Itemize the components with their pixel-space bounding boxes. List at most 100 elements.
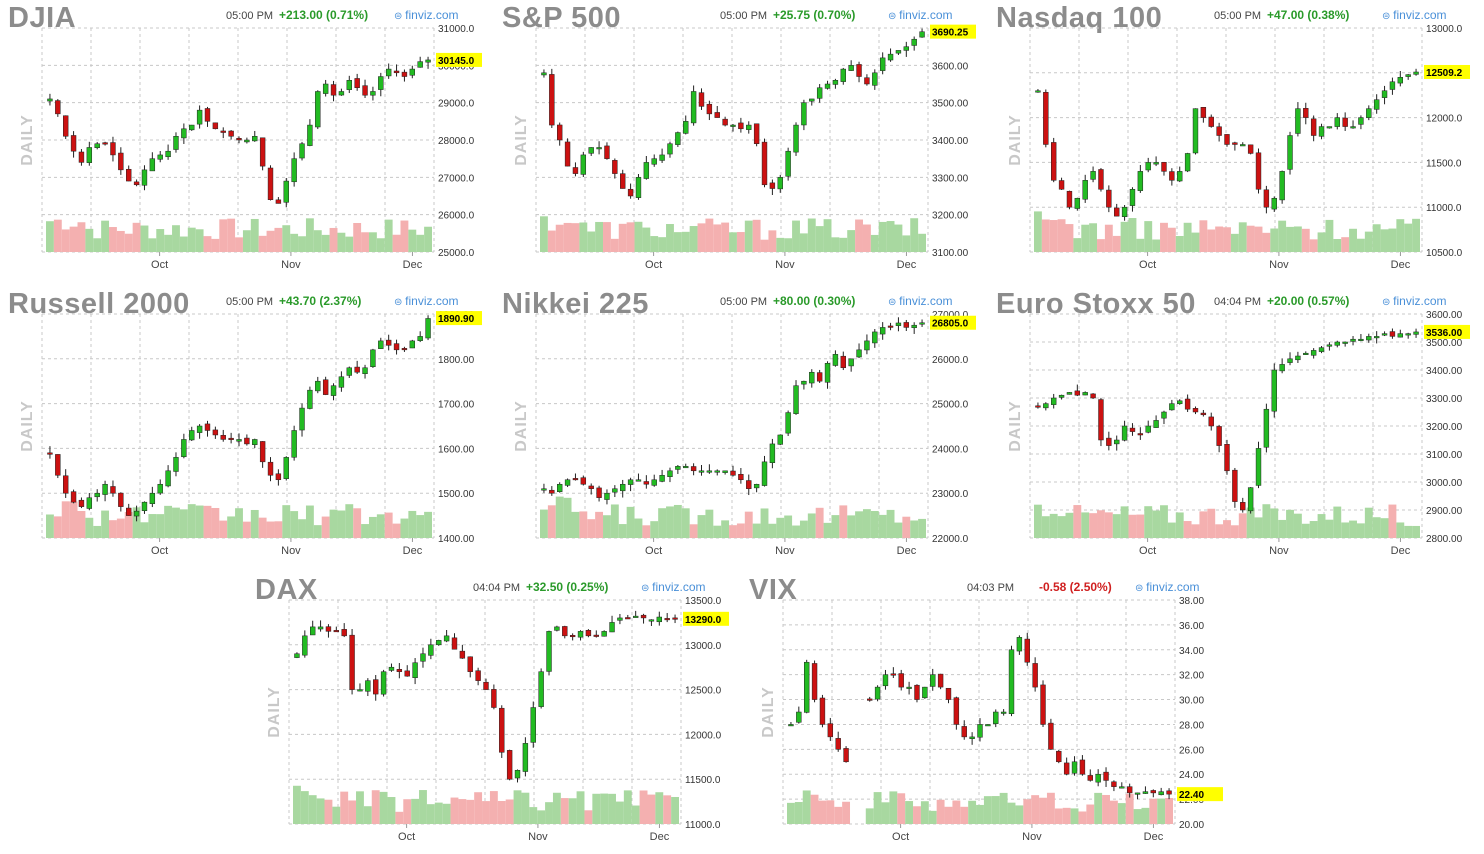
volume-bar xyxy=(1054,808,1063,824)
volume-bar xyxy=(293,785,301,824)
candle-body xyxy=(401,348,408,351)
candle xyxy=(824,361,831,389)
candle xyxy=(832,78,839,89)
candle xyxy=(564,478,571,488)
candle xyxy=(1134,792,1141,800)
candle-body xyxy=(1208,416,1214,427)
candle xyxy=(788,722,794,727)
candle xyxy=(895,50,902,56)
candle xyxy=(1137,164,1144,193)
volume-bar xyxy=(300,791,309,824)
volume-bar xyxy=(600,793,609,824)
candle-body xyxy=(1389,81,1396,90)
candle-body xyxy=(259,137,266,167)
candle-body xyxy=(632,615,639,618)
volume-bar xyxy=(894,522,903,538)
candle-body xyxy=(1279,171,1285,201)
candle-body xyxy=(856,64,862,77)
candle-body xyxy=(804,661,810,713)
candle-body xyxy=(338,376,345,388)
volume-bar xyxy=(1317,232,1326,252)
candle xyxy=(102,480,108,502)
candle xyxy=(827,717,834,741)
candle-body xyxy=(827,723,834,738)
finviz-brand-link[interactable]: ⊜ finviz.com xyxy=(1382,8,1447,22)
x-tick-label: Dec xyxy=(403,545,423,557)
candle-body xyxy=(811,663,818,700)
volume-bar xyxy=(626,222,635,252)
finviz-brand-link[interactable]: ⊜ finviz.com xyxy=(1382,294,1447,308)
volume-bar xyxy=(1372,517,1381,538)
volume-bar xyxy=(466,799,475,824)
finviz-brand-link[interactable]: ⊜ finviz.com xyxy=(394,8,459,22)
volume-bar xyxy=(340,791,349,824)
candle-body xyxy=(1158,791,1164,796)
candle-body xyxy=(401,71,408,77)
volume-bar xyxy=(681,508,690,538)
candle xyxy=(499,705,505,758)
candle xyxy=(1232,141,1238,151)
volume-bar xyxy=(1404,223,1413,252)
candle-body xyxy=(596,147,602,150)
volume-bar xyxy=(713,224,722,252)
volume-bar xyxy=(642,227,651,252)
candle-body xyxy=(698,92,705,107)
candle-body xyxy=(722,470,728,473)
volume-bar xyxy=(1128,514,1137,538)
candle-body xyxy=(1090,393,1096,399)
candle xyxy=(1279,170,1285,204)
candle-body xyxy=(816,372,823,382)
finviz-brand-link[interactable]: ⊜ finviz.com xyxy=(888,8,953,22)
volume-bar xyxy=(1286,226,1294,252)
volume-bar xyxy=(752,219,761,252)
finviz-brand-link[interactable]: ⊜ finviz.com xyxy=(394,294,459,308)
volume-bar xyxy=(219,219,228,252)
last-price-marker xyxy=(930,315,976,330)
volume-bar xyxy=(799,233,808,252)
volume-bar xyxy=(1333,239,1342,252)
candle xyxy=(1114,435,1120,451)
candle-body xyxy=(730,470,736,476)
candle-body xyxy=(1051,142,1057,181)
finviz-brand-link[interactable]: ⊜ finviz.com xyxy=(1135,580,1200,594)
candle xyxy=(993,709,999,728)
candle xyxy=(322,376,329,396)
candle xyxy=(643,156,650,180)
y-tick-label: 2900.00 xyxy=(1426,506,1463,517)
finviz-brand-link[interactable]: ⊜ finviz.com xyxy=(888,294,953,308)
candle-body xyxy=(588,147,594,154)
volume-bar xyxy=(1238,513,1247,538)
candle xyxy=(86,492,93,511)
y-tick-label: 3600.00 xyxy=(932,61,969,72)
candle-body xyxy=(1405,74,1411,77)
candle-body xyxy=(1142,791,1149,794)
candle-body xyxy=(848,65,854,71)
candle xyxy=(651,474,657,487)
chart-panel-vix: VIX 04:03 PM -0.58 (2.50%) ⊜ finviz.com 38.0… xyxy=(741,572,1223,854)
candle xyxy=(659,148,665,163)
candle xyxy=(585,629,592,638)
candle xyxy=(354,73,360,91)
volume-bar xyxy=(823,522,832,538)
volume-bar xyxy=(1380,229,1389,252)
finviz-logo-icon: ⊜ xyxy=(888,297,900,308)
candle-body xyxy=(1255,448,1262,486)
volume-bar xyxy=(842,801,851,824)
volume-bar xyxy=(371,790,380,824)
volume-bar xyxy=(1049,220,1058,252)
candle xyxy=(1035,402,1041,409)
volume-bar xyxy=(85,228,94,252)
candle-body xyxy=(690,91,697,124)
finviz-brand-link[interactable]: ⊜ finviz.com xyxy=(641,580,706,594)
volume-bar xyxy=(815,507,824,538)
candle xyxy=(879,322,886,340)
candle-body xyxy=(354,366,360,373)
candle xyxy=(801,99,807,131)
volume-bar xyxy=(1301,523,1310,538)
candle xyxy=(315,376,321,394)
volume-bar xyxy=(305,505,314,538)
volume-bar xyxy=(384,219,393,252)
candle xyxy=(204,106,211,127)
candle xyxy=(362,364,368,379)
candle xyxy=(1358,334,1364,342)
